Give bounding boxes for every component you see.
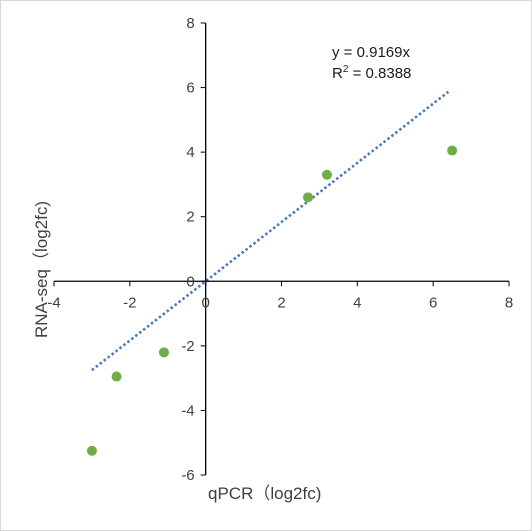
y-tick-label: 2: [186, 209, 194, 226]
trendline-equation: y = 0.9169x: [332, 44, 410, 61]
r-squared-label: R2 = 0.8388: [332, 64, 411, 82]
data-point: [111, 371, 122, 382]
data-point: [303, 192, 314, 203]
axes-layer: [53, 22, 510, 476]
y-tick-label: 0: [186, 273, 194, 290]
y-tick-label: -4: [181, 402, 194, 419]
data-point: [158, 347, 169, 358]
r-squared-superscript: 2: [343, 64, 349, 75]
x-tick-label: -2: [123, 294, 136, 311]
y-tick-label: -6: [181, 467, 194, 484]
x-axis-title: qPCR（log2fc): [208, 484, 321, 503]
x-tick-label: 8: [505, 294, 513, 311]
y-tick-label: -2: [181, 338, 194, 355]
x-tick-label: 6: [429, 294, 437, 311]
y-tick-label: 4: [186, 144, 194, 161]
r-squared-value: = 0.8388: [348, 65, 411, 82]
y-tick-label: 6: [186, 80, 194, 97]
data-point: [322, 169, 332, 180]
x-tick-label: 2: [277, 294, 285, 311]
data-point: [86, 445, 97, 456]
tick-labels-layer: -4 -2 0 2 4 6 8 -6 -4 -2 0 2 4 6 8: [47, 15, 513, 484]
trendline: [91, 90, 450, 372]
r-squared-prefix: R: [332, 65, 343, 82]
data-points-layer: [86, 145, 458, 456]
trendline-layer: [91, 90, 450, 372]
y-axis-title: RNA-seq（log2fc): [32, 201, 51, 338]
data-point: [447, 145, 458, 156]
x-tick-label: 4: [353, 294, 361, 311]
y-tick-label: 8: [186, 15, 194, 32]
x-tick-label: -4: [47, 294, 60, 311]
x-tick-label: 0: [201, 294, 209, 311]
